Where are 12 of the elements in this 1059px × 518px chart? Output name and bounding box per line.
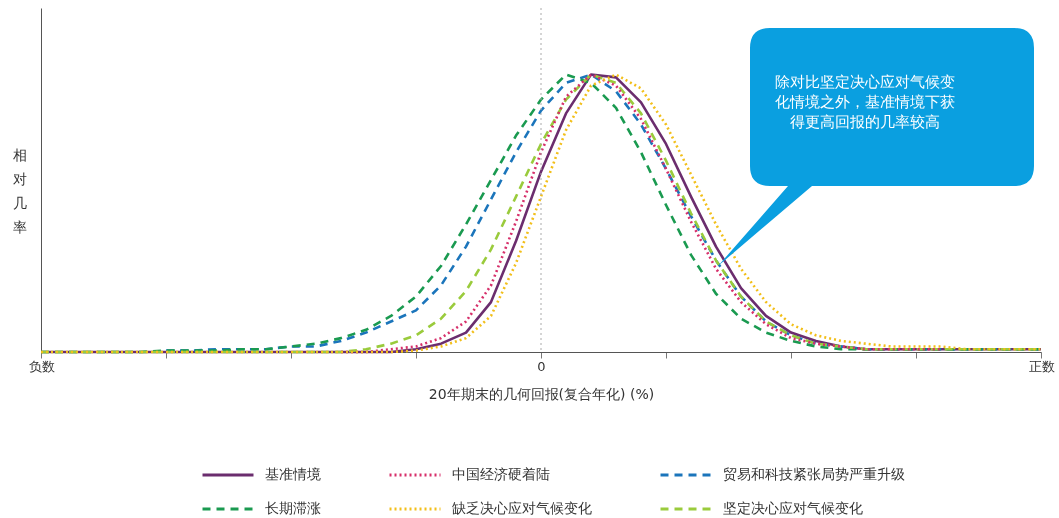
annotation: 除对比坚定决心应对气候变化情境之外，基准情境下获得更高回报的几率较高 bbox=[774, 73, 956, 132]
legend-label: 基准情境 bbox=[265, 466, 321, 482]
legend-label: 长期滞涨 bbox=[265, 500, 321, 516]
legend-label: 缺乏决心应对气候变化 bbox=[452, 500, 592, 516]
legend-label: 中国经济硬着陆 bbox=[452, 466, 550, 482]
x-tick-label: 正数 bbox=[1028, 358, 1055, 374]
legend-label: 贸易和科技紧张局势严重升级 bbox=[723, 466, 905, 482]
x-axis-title: 20年期末的几何回报(复合年化) (%) bbox=[428, 385, 655, 402]
legend-label: 坚定决心应对气候变化 bbox=[723, 500, 863, 516]
x-tick-label: 0 bbox=[537, 358, 546, 374]
y-axis-title: 相对几率 bbox=[12, 146, 27, 235]
x-tick-label: 负数 bbox=[28, 358, 55, 374]
